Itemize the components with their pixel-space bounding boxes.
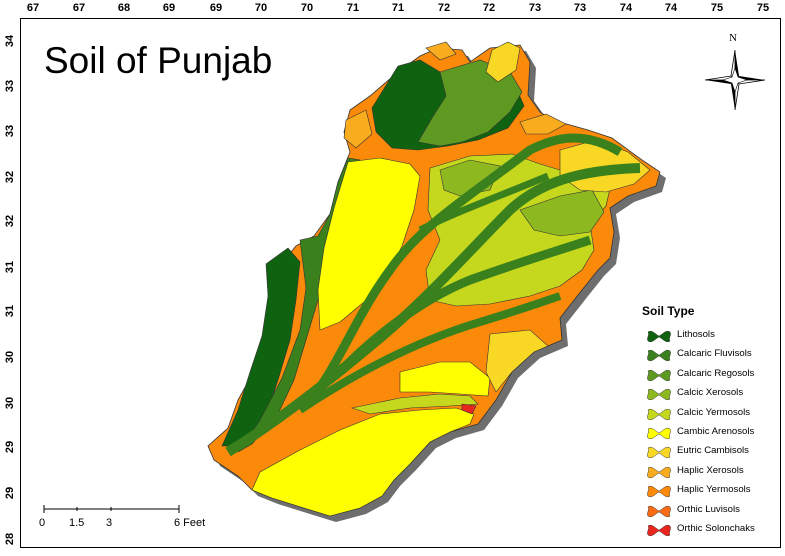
region-fluvisols-river-indus <box>314 133 623 393</box>
region-fluvisols-river-chenab <box>225 163 641 457</box>
region-eutric-cambisols-south <box>485 329 549 393</box>
region-fluvisols-river-beas <box>418 172 550 234</box>
longitude-tick: 67 <box>72 2 86 14</box>
latitude-tick: 34 <box>4 34 16 48</box>
legend-label: Calcic Xerosols <box>677 387 744 399</box>
latitude-tick: 30 <box>4 350 16 364</box>
legend-label: Haplic Xerosols <box>677 464 744 476</box>
region-fluvisols-river-ravi <box>336 235 592 376</box>
map-title: Soil of Punjab <box>44 40 273 81</box>
longitude-tick: 75 <box>756 2 770 14</box>
latitude-tick: 32 <box>4 214 16 228</box>
latitude-tick: 31 <box>4 304 16 318</box>
region-haplic-xerosols-east <box>519 113 567 135</box>
legend-item: Calcic Yermosols <box>642 405 778 424</box>
region-cambic-arenosols-south <box>399 361 491 397</box>
legend-swatch <box>647 427 671 439</box>
legend-item: Cambic Arenosols <box>642 424 778 443</box>
legend-swatch <box>647 466 671 478</box>
legend-item: Orthic Luvisols <box>642 502 778 521</box>
longitude-tick: 72 <box>437 2 451 14</box>
legend-swatch <box>647 524 671 536</box>
region-haplic-xerosols-north <box>425 41 457 61</box>
legend-item: Eutric Cambisols <box>642 443 778 462</box>
latitude-tick: 31 <box>4 260 16 274</box>
longitude-tick: 71 <box>346 2 360 14</box>
longitude-tick: 75 <box>710 2 724 14</box>
legend-label: Calcaric Regosols <box>677 367 755 379</box>
legend-label: Calcic Yermosols <box>677 406 751 418</box>
region-cambic-arenosols-cholistan <box>251 407 475 517</box>
map-frame <box>20 18 781 548</box>
latitude-tick: 33 <box>4 124 16 138</box>
longitude-tick: 69 <box>209 2 223 14</box>
legend-swatch <box>647 330 671 343</box>
longitude-tick: 70 <box>300 2 314 14</box>
scale-bar <box>43 505 180 513</box>
legend-item: Orthic Solonchaks <box>642 521 778 540</box>
latitude-tick: 28 <box>4 532 16 546</box>
legend-label: Haplic Yermosols <box>677 484 751 496</box>
legend-swatch <box>647 505 671 517</box>
legend-item: Calcaric Regosols <box>642 366 778 385</box>
longitude-tick: 69 <box>162 2 176 14</box>
legend-label: Eutric Cambisols <box>677 445 749 457</box>
legend: Soil Type Lithosols Calcaric Fluvisols Cal… <box>642 304 778 540</box>
legend-label: Cambic Arenosols <box>677 425 755 437</box>
region-fluvisols-river-sutlej <box>297 292 562 414</box>
north-label: N <box>729 32 737 44</box>
legend-item: Calcic Xerosols <box>642 385 778 404</box>
region-orthic-solonchaks <box>461 403 477 415</box>
longitude-tick: 70 <box>254 2 268 14</box>
legend-item: Haplic Xerosols <box>642 463 778 482</box>
legend-swatch <box>647 350 671 362</box>
legend-title: Soil Type <box>642 304 695 318</box>
legend-label: Lithosols <box>677 329 715 340</box>
latitude-tick: 30 <box>4 396 16 410</box>
latitude-tick: 29 <box>4 486 16 500</box>
scale-label-6-feet: 6 Feet <box>174 517 206 529</box>
latitude-tick: 29 <box>4 440 16 454</box>
longitude-tick: 72 <box>482 2 496 14</box>
region-calcic-xerosols-east <box>519 189 605 237</box>
longitude-tick: 74 <box>619 2 633 14</box>
legend-swatch <box>647 408 671 420</box>
legend-swatch <box>647 369 671 381</box>
legend-swatch <box>647 447 671 459</box>
latitude-tick: 33 <box>4 79 16 93</box>
legend-item: Lithosols <box>642 327 778 346</box>
longitude-tick: 74 <box>664 2 678 14</box>
legend-label: Calcaric Fluvisols <box>677 348 752 360</box>
legend-swatch <box>647 389 671 401</box>
legend-item: Haplic Yermosols <box>642 482 778 501</box>
region-haplic-xerosols-west <box>343 109 373 149</box>
legend-items: Lithosols Calcaric Fluvisols Calcaric Rego… <box>642 327 778 540</box>
legend-label: Orthic Luvisols <box>677 503 740 515</box>
latitude-tick: 32 <box>4 170 16 184</box>
longitude-tick: 67 <box>26 2 40 14</box>
north-arrow-icon <box>704 49 766 111</box>
scale-label-0: 0 <box>39 517 46 529</box>
region-eutric-cambisols-north <box>485 41 521 83</box>
longitude-tick: 73 <box>573 2 587 14</box>
scale-label-3: 3 <box>106 517 113 529</box>
longitude-tick: 73 <box>528 2 542 14</box>
longitude-tick: 71 <box>391 2 405 14</box>
legend-label: Orthic Solonchaks <box>677 522 755 534</box>
longitude-tick: 68 <box>117 2 131 14</box>
region-calcic-yermosols-south <box>350 393 479 415</box>
legend-item: Calcaric Fluvisols <box>642 346 778 365</box>
legend-swatch <box>647 486 671 498</box>
scale-label-1-5: 1.5 <box>69 517 85 529</box>
